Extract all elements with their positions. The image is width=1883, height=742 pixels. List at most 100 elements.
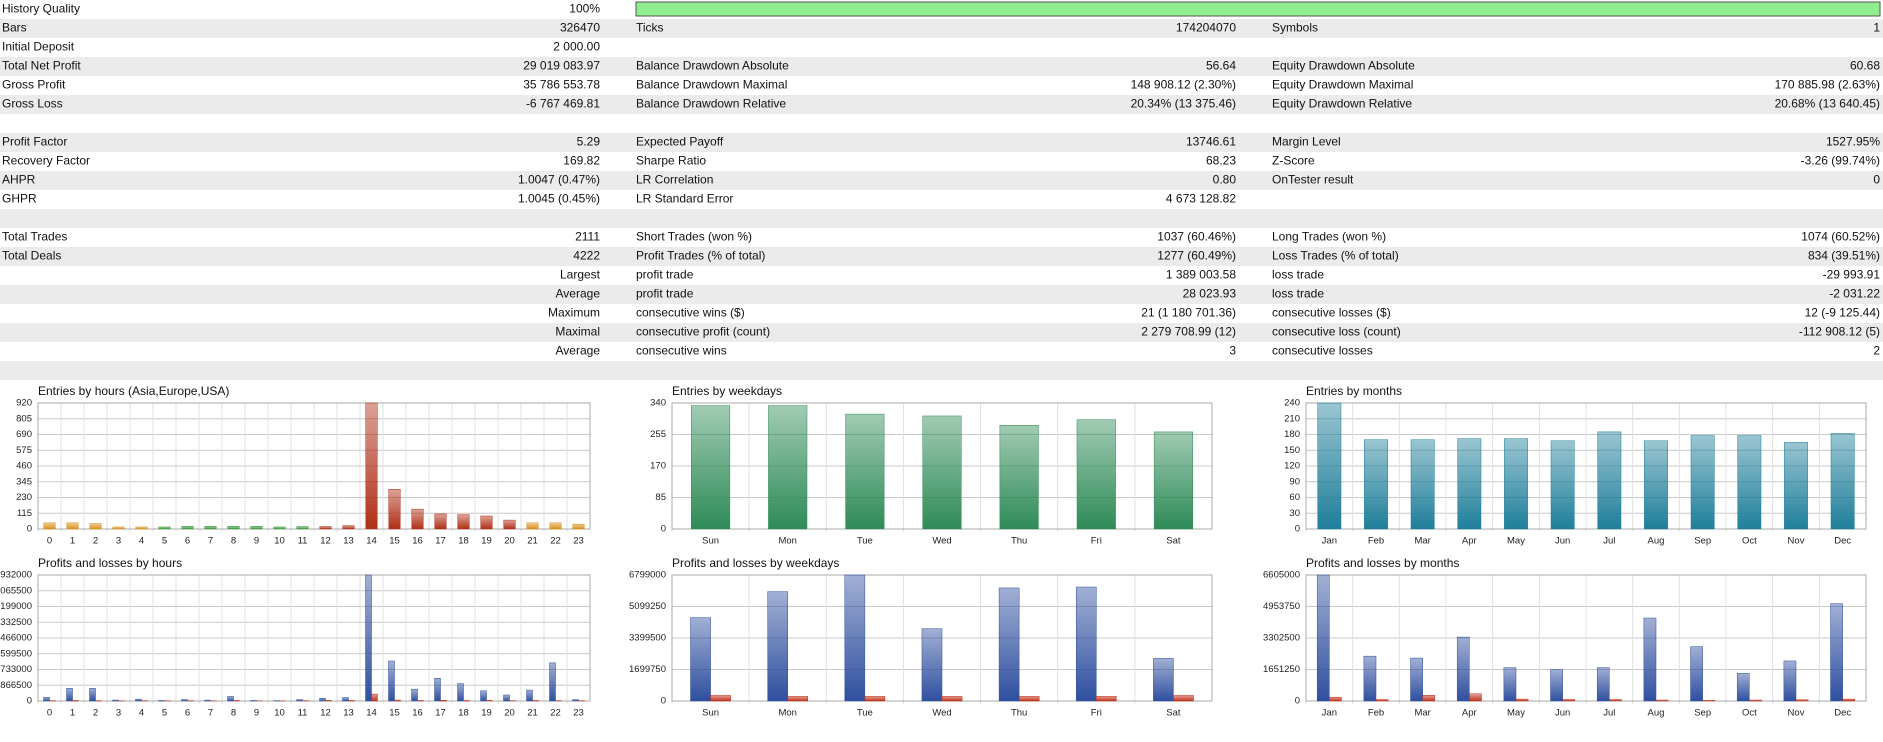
x-tick-label: Mar <box>1414 708 1430 719</box>
bar <box>411 508 424 530</box>
cell-label: Short Trades (won %) <box>636 230 752 244</box>
x-tick-label: 2 <box>93 708 98 719</box>
cell-value: 1037 (60.46%) <box>1157 230 1236 244</box>
x-tick-label: Sat <box>1166 708 1181 719</box>
bar <box>710 695 731 702</box>
cell-value: Average <box>556 344 601 358</box>
bar <box>181 699 188 702</box>
y-tick-label: 170 <box>650 461 666 472</box>
row-band <box>0 323 1883 342</box>
chart-title: Profits and losses by hours <box>38 556 182 570</box>
y-tick-label: 0 <box>661 696 666 707</box>
cell-label: consecutive loss (count) <box>1272 325 1401 339</box>
cell-label: Initial Deposit <box>2 40 75 54</box>
bar <box>921 628 943 702</box>
x-tick-label: Nov <box>1788 708 1805 719</box>
bar <box>457 683 464 702</box>
cell-value: -3.26 (99.74%) <box>1801 154 1880 168</box>
x-tick-label: Feb <box>1368 536 1384 547</box>
cell-label: Expected Payoff <box>636 135 724 149</box>
x-tick-label: 3 <box>116 708 121 719</box>
bar <box>43 522 56 530</box>
bar <box>1690 435 1715 530</box>
x-tick-label: Wed <box>932 708 951 719</box>
y-tick-label: 340 <box>650 398 666 409</box>
x-tick-label: 18 <box>458 708 469 719</box>
row-band <box>0 57 1883 76</box>
cell-value: 1277 (60.49%) <box>1157 249 1236 263</box>
y-tick-label: 1651250 <box>1263 664 1300 675</box>
cell-label: Symbols <box>1272 21 1318 35</box>
x-tick-label: Mon <box>778 536 796 547</box>
bar <box>388 660 395 702</box>
cell-value: 12 (-9 125.44) <box>1805 306 1880 320</box>
bar <box>1550 669 1563 702</box>
cell-label: consecutive losses <box>1272 344 1373 358</box>
x-tick-label: Jun <box>1555 708 1570 719</box>
x-tick-label: 14 <box>366 708 377 719</box>
bar <box>1737 435 1762 530</box>
cell-label: AHPR <box>2 173 36 187</box>
x-tick-label: Tue <box>857 536 873 547</box>
x-tick-label: Thu <box>1011 536 1027 547</box>
x-tick-label: 23 <box>573 536 584 547</box>
bar <box>1153 658 1174 702</box>
cell-label: LR Correlation <box>636 173 713 187</box>
plot-frame <box>37 402 591 530</box>
bar <box>388 489 401 530</box>
cell-label: Sharpe Ratio <box>636 154 706 168</box>
cell-label: consecutive profit (count) <box>636 325 770 339</box>
y-tick-label: 30 <box>1289 508 1300 519</box>
plot-frame <box>1305 574 1867 702</box>
cell-label: Total Trades <box>2 230 67 244</box>
cell-label: Long Trades (won %) <box>1272 230 1386 244</box>
cell-label: Total Net Profit <box>2 59 81 73</box>
x-tick-label: 8 <box>231 708 236 719</box>
plot-frame <box>1305 402 1867 530</box>
bar <box>365 402 378 530</box>
y-tick-label: 6605000 <box>1263 570 1300 581</box>
bar <box>572 523 585 530</box>
cell-value: 326470 <box>560 21 600 35</box>
bar <box>227 696 234 702</box>
x-tick-label: 10 <box>274 708 285 719</box>
bar <box>864 696 886 702</box>
y-tick-label: 5099250 <box>629 601 666 612</box>
bar <box>844 574 866 702</box>
cell-value: 1.0045 (0.45%) <box>518 192 600 206</box>
bar <box>1749 699 1762 702</box>
x-tick-label: 14 <box>366 536 377 547</box>
bar <box>1422 695 1436 702</box>
bar <box>1076 419 1116 530</box>
row-band <box>0 95 1883 114</box>
cell-value: Largest <box>560 268 601 282</box>
cell-label: LR Standard Error <box>636 192 733 206</box>
x-tick-label: Aug <box>1648 708 1665 719</box>
x-tick-label: 17 <box>435 708 446 719</box>
y-tick-label: 0 <box>27 696 32 707</box>
x-tick-label: 18 <box>458 536 469 547</box>
x-tick-label: 20 <box>504 708 515 719</box>
bar <box>319 698 326 702</box>
y-tick-label: 90 <box>1289 476 1300 487</box>
bar <box>999 424 1039 530</box>
cell-value: 3 <box>1229 344 1236 358</box>
x-tick-label: 17 <box>435 536 446 547</box>
bar <box>1783 660 1797 702</box>
x-tick-label: 22 <box>550 536 561 547</box>
cell-value: 56.64 <box>1206 59 1236 73</box>
x-tick-label: 0 <box>47 536 52 547</box>
bar <box>342 525 355 530</box>
x-tick-label: 4 <box>139 536 144 547</box>
plot-frame <box>37 574 591 702</box>
bar <box>1410 657 1423 702</box>
bar <box>1317 402 1342 530</box>
cell-value: 1 389 003.58 <box>1166 268 1236 282</box>
bar <box>112 699 119 702</box>
y-tick-label: 690 <box>16 429 32 440</box>
cell-value: 174204070 <box>1176 21 1236 35</box>
x-tick-label: Tue <box>857 708 873 719</box>
cell-value: 21 (1 180 701.36) <box>1141 306 1236 320</box>
x-tick-label: 6 <box>185 708 190 719</box>
x-tick-label: Sun <box>702 536 719 547</box>
